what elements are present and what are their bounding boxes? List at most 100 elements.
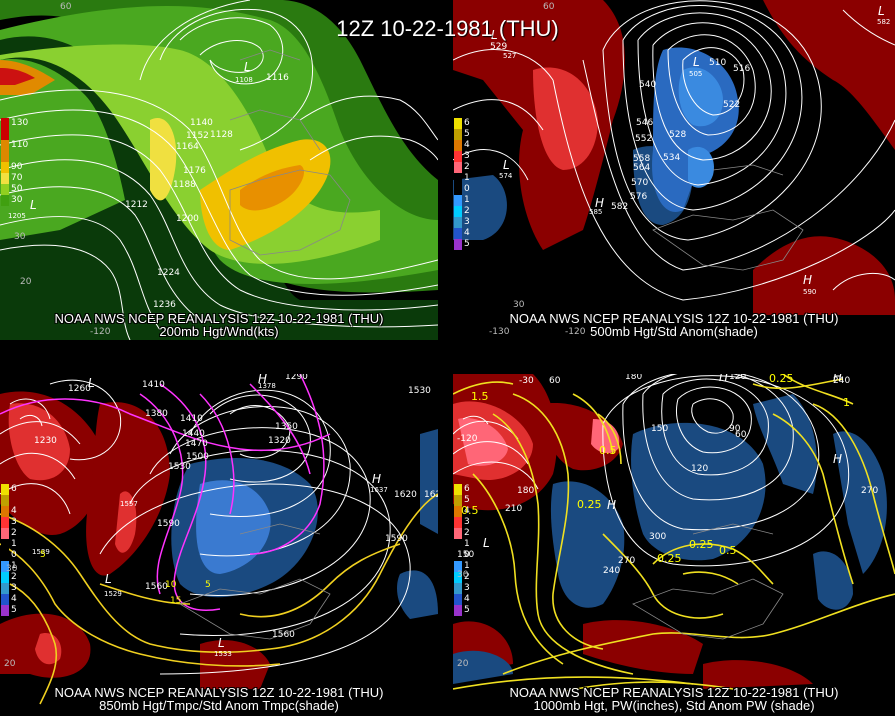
high-marker: H (719, 374, 729, 384)
legend-swatch (1, 605, 9, 616)
legend-label: 1 (464, 173, 470, 183)
contour-label: 1290 (285, 374, 308, 382)
legend-label: 2 (11, 528, 17, 538)
legend-label: 5 (464, 129, 470, 139)
legend-swatch (454, 228, 462, 239)
contour-label: 1410 (180, 414, 203, 424)
high-marker: H (595, 196, 605, 210)
contour-label: 1533 (214, 650, 232, 658)
legend-swatch (454, 517, 462, 528)
panel-title: NOAA NWS NCEP REANALYSIS 12Z 10-22-1981 … (0, 312, 438, 338)
legend-swatch (454, 561, 462, 572)
panel-850mb-temperature-anomaly: 6 4 3 2 1 0 1 2 3 4 5 1410 1290 1380 141… (0, 374, 438, 714)
lat-tick: 20 (20, 277, 32, 287)
contour-label: 546 (636, 118, 654, 128)
lon-tick: -120 (565, 327, 586, 337)
legend-swatch (1, 129, 9, 140)
contour-label: 1212 (125, 200, 148, 210)
legend-label: 110 (11, 140, 29, 150)
low-marker: L (105, 572, 112, 586)
legend-swatch (454, 605, 462, 616)
contour-label: 527 (503, 52, 517, 60)
legend-swatch (1, 594, 9, 605)
panel-title-line1: NOAA NWS NCEP REANALYSIS 12Z 10-22-1981 … (509, 685, 839, 700)
legend-label: 0 (464, 550, 470, 560)
contour-label: 582 (877, 18, 891, 26)
contour-label: 1224 (157, 268, 180, 278)
legend-label: 6 (464, 484, 470, 494)
contour-label: 270 (861, 486, 879, 496)
contour-label: 1410 (142, 380, 165, 390)
high-marker: H (258, 374, 268, 386)
contour-label: 1236 (153, 300, 176, 310)
contour-label: 1320 (268, 436, 291, 446)
contour-label: 180 (517, 486, 535, 496)
legend-label: 4 (11, 594, 17, 604)
legend-label: 1 (464, 561, 470, 571)
lon-tick: -130 (489, 327, 510, 337)
legend-label: 0 (464, 184, 470, 194)
legend-label: 5 (11, 605, 17, 615)
contour-label: 1557 (120, 500, 138, 508)
legend-label: 50 (11, 184, 23, 194)
contour-label: 1116 (266, 73, 289, 83)
contour-label: 1230 (34, 436, 57, 446)
legend-label: 70 (11, 173, 23, 183)
panel-title-line2: 850mb Hgt/Tmpc/Std Anom Tmpc(shade) (99, 698, 339, 713)
contour-label: 1380 (145, 409, 168, 419)
lat-tick: 30 (14, 232, 26, 242)
contour-label: 510 (709, 58, 727, 68)
contour-label: 516 (733, 64, 751, 74)
legend-swatch (454, 239, 462, 250)
panel-200mb-height-wind: 130 110 90 70 50 30 1116 1140 1152 1164 … (0, 0, 438, 340)
legend-swatch (454, 118, 462, 129)
legend-label: 6 (464, 118, 470, 128)
contour-label: 585 (589, 208, 603, 216)
legend-label: 0 (11, 550, 17, 560)
legend-swatch (1, 162, 9, 173)
legend-swatch (454, 550, 462, 561)
low-marker: L (218, 636, 225, 650)
panel-title-line1: NOAA NWS NCEP REANALYSIS 12Z 10-22-1981 … (509, 311, 839, 326)
contour-label: 1350 (275, 422, 298, 432)
legend-swatch (1, 561, 9, 572)
contour-label: 1500 (186, 452, 209, 462)
legend-label: 6 (11, 484, 17, 494)
low-marker: L (693, 55, 700, 69)
legend-swatch (1, 195, 9, 206)
contour-label: 150 (457, 550, 475, 560)
legend-swatch (454, 184, 462, 195)
contour-label: 90 (729, 424, 741, 434)
legend-label: 3 (464, 583, 470, 593)
contour-label: 1140 (190, 118, 213, 128)
legend-label: 2 (11, 572, 17, 582)
legend-swatch (1, 583, 9, 594)
contour-label: 1164 (176, 142, 199, 152)
contour-label: 564 (633, 163, 651, 173)
contour-label: 1560 (145, 582, 168, 592)
contour-label: 1530 (408, 386, 431, 396)
legend-label: 30 (11, 195, 23, 205)
panel-500mb-height-anomaly: 6 5 4 3 2 1 0 1 2 3 4 5 510 516 522 528 … (453, 0, 895, 340)
high-marker: H (833, 452, 843, 466)
legend-swatch (1, 151, 9, 162)
panel-title: NOAA NWS NCEP REANALYSIS 12Z 10-22-1981 … (0, 686, 438, 712)
legend-swatch (454, 506, 462, 517)
contour-label: 1590 (157, 519, 180, 529)
panel-title: NOAA NWS NCEP REANALYSIS 12Z 10-22-1981 … (453, 312, 895, 338)
legend-label: 90 (11, 162, 23, 172)
legend-swatch (1, 184, 9, 195)
legend-swatch (454, 583, 462, 594)
map-850mb (0, 374, 438, 705)
contour-label: 1205 (8, 212, 26, 220)
legend-label: 4 (464, 594, 470, 604)
legend-swatch (454, 206, 462, 217)
pw-label: 0.25 (657, 552, 682, 565)
legend-swatch (1, 173, 9, 184)
legend-swatch (1, 539, 9, 550)
legend-label: 4 (464, 228, 470, 238)
temperature-label: 10 (165, 580, 177, 590)
contour-label: 1529 (104, 590, 122, 598)
lon-tick: -120 (90, 327, 111, 337)
legend-label: 3 (11, 583, 17, 593)
